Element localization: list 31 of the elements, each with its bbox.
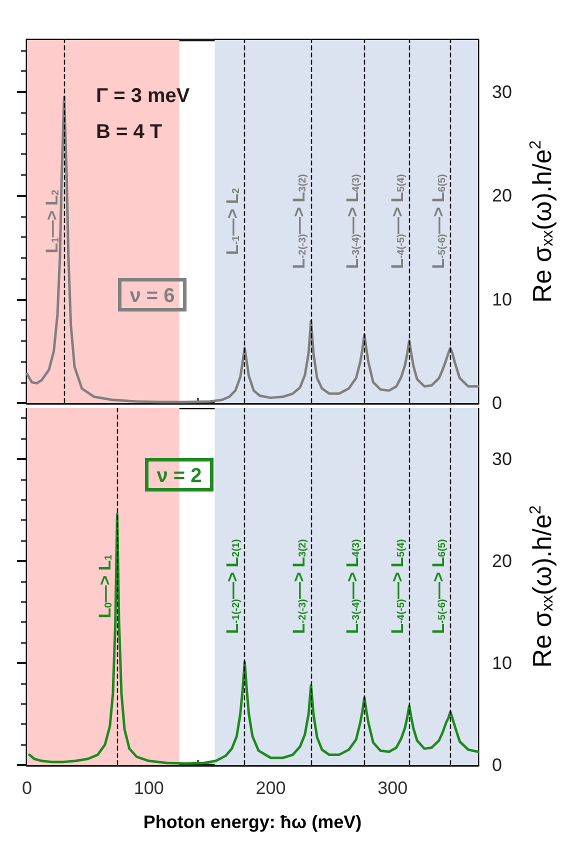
y-axis-title: Re σxx(ω).h/e2: [527, 505, 557, 668]
ref-line-label: L0—> L1: [96, 554, 115, 618]
ref-line-label: L-4(-5)—> L5(4): [388, 174, 407, 269]
x-tick-label: 0: [22, 778, 32, 798]
x-tick-label: 200: [256, 778, 286, 798]
annotation: B = 4 T: [96, 121, 162, 143]
y-axis-title: Re σxx(ω).h/e2: [527, 140, 557, 303]
x-tick-label: 100: [134, 778, 164, 798]
annotation: Γ = 3 meV: [96, 85, 190, 107]
ref-line-label: L-2(-3)—> L3(2): [290, 539, 309, 634]
ref-line-label: L-1(-2)—> L2(1): [223, 539, 242, 634]
ref-line-label: L-3(-4)—> L4(3): [342, 539, 362, 634]
ref-line-label: L1—> L2: [42, 189, 62, 254]
y-tick-label: 10: [492, 289, 512, 310]
x-tick-label: 300: [378, 778, 408, 798]
ref-line-label: L-1—> L2: [223, 188, 242, 255]
ref-line-label: L-2(-3)—> L3(2): [290, 174, 309, 269]
ref-line-label: L-5(-6)—> L6(5): [428, 539, 448, 634]
y-tick-label: 30: [492, 82, 512, 102]
y-tick-label: 0: [492, 755, 502, 775]
x-axis-title: Photon energy: ħω (meV): [143, 812, 362, 832]
text: ν = 2: [156, 464, 202, 487]
y-tick-label: 20: [492, 186, 512, 206]
y-tick-label: 20: [492, 551, 512, 571]
y-tick-label: 10: [492, 653, 512, 673]
y-tick-label: 0: [492, 393, 502, 413]
ref-line-label: L-4(-5)—> L5(4): [388, 539, 407, 634]
y-tick-label: 30: [492, 449, 512, 469]
ref-line-label: L-5(-6)—> L6(5): [428, 174, 448, 269]
text: ν = 6: [130, 284, 175, 307]
ref-line-label: L-3(-4)—> L4(3): [342, 174, 362, 269]
